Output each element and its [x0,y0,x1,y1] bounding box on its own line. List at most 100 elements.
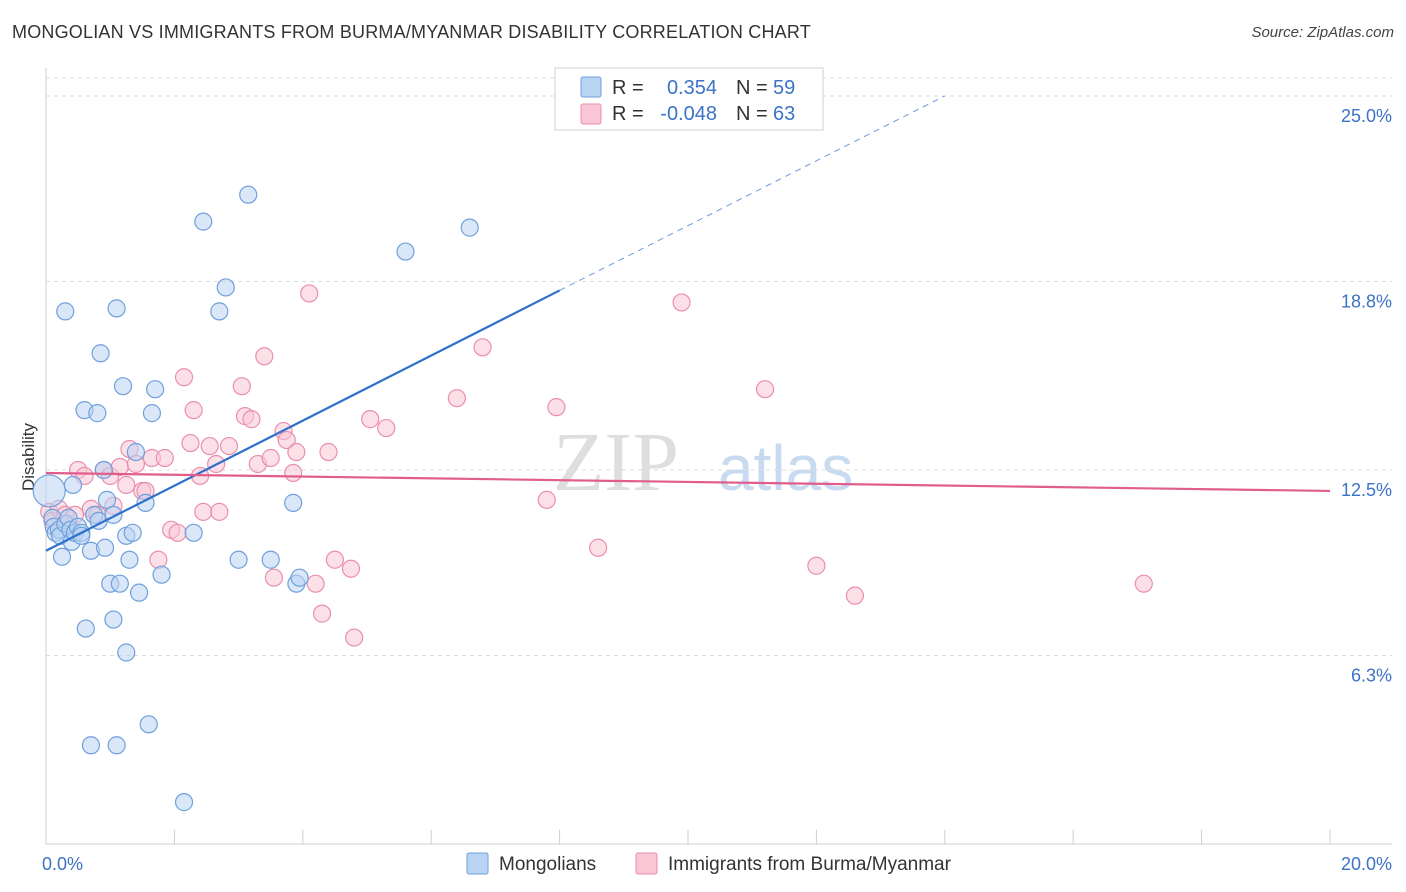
burma-trend-line [45,471,1331,493]
legend-n-value-1: 59 [773,77,795,99]
burma-point [149,550,168,569]
burma-point [345,628,364,647]
burma-point [341,559,361,578]
mongolian-point [32,474,66,508]
mongolian-point [88,404,107,423]
legend-n-value-2: 63 [773,103,795,125]
mongolian-point [52,547,72,566]
burma-point [377,418,396,438]
burma-point [232,377,251,396]
burma-point [361,410,380,429]
source-label: Source: ZipAtlas.com [1251,24,1394,41]
y-tick-label: 12.5% [1341,480,1392,500]
burma-point [168,523,187,542]
mongolian-point [123,523,142,542]
axes [45,68,1392,845]
mongolian-point [97,490,117,509]
legend-n-label-2: N = [736,103,768,125]
mongolian-point [110,574,129,593]
burma-point [589,538,608,557]
y-tick-label: 18.8% [1341,291,1392,311]
mongolian-point [152,565,171,584]
burma-point [181,433,200,453]
mongolian-point [290,568,309,587]
x-tick-label-end: 20.0% [1341,854,1392,874]
burma-point [264,568,284,587]
y-tick-labels: 6.3% 12.5% 18.8% 25.0% [1341,106,1392,686]
mongolian-point [120,550,139,569]
mongolian-point [56,302,75,321]
burma-point [277,430,296,450]
burma-point [219,436,239,456]
burma-point [473,338,492,357]
series-legend: Mongolians Immigrants from Burma/Myanmar [466,852,952,875]
burma-point [1134,574,1153,593]
mongolian-point [194,212,213,231]
burma-point [672,293,691,312]
burma-point [755,380,775,399]
y-axis-label: Disability [19,422,38,491]
mongolian-point [261,550,280,569]
series-mongolians-points [32,185,479,812]
mongolian-point [107,299,126,318]
mongolians-trend-line [45,289,561,552]
watermark-atlas: atlas [718,432,853,504]
mongolian-point [76,619,95,638]
y-tick-label: 6.3% [1351,665,1392,685]
burma-point [306,574,325,593]
burma-point [547,398,566,417]
burma-point [184,401,203,420]
mongolians-trend-extension [559,95,946,291]
mongolian-point [95,538,115,557]
burma-point [200,436,219,456]
x-tick-labels: 0.0% 20.0% [42,854,1392,874]
burma-point [117,475,136,495]
mongolian-point [460,218,479,237]
legend-r-label-2: R = [612,103,644,125]
legend-swatch-mongolians [580,76,602,98]
trend-lines [45,95,1331,552]
bottom-legend-label-burma: Immigrants from Burma/Myanmar [668,854,952,875]
mongolian-point [184,523,203,542]
burma-point [194,502,213,521]
mongolian-point [210,302,229,321]
burma-point [155,448,174,468]
mongolian-point [139,715,158,734]
legend-n-label-1: N = [736,77,768,99]
burma-point [174,368,194,387]
mongolian-point [126,442,145,462]
mongolian-point [239,185,258,204]
burma-point [300,284,319,303]
burma-point [319,442,338,462]
mongolian-point [129,583,149,602]
bottom-legend-swatch-burma [635,852,658,875]
burma-point [255,347,274,366]
legend-r-value-2: -0.048 [660,103,717,125]
mongolian-point [63,475,83,495]
burma-point [312,604,332,623]
bottom-legend-swatch-mongolians [466,852,489,875]
burma-point [242,410,261,429]
mongolian-point [146,380,165,399]
mongolian-point [396,242,415,261]
mongolian-point [229,550,248,569]
mongolian-point [94,460,113,480]
bottom-legend-label-mongolians: Mongolians [499,854,596,875]
burma-point [325,550,344,569]
y-tick-label: 25.0% [1341,106,1392,126]
burma-point [807,556,826,575]
mongolian-point [142,404,162,423]
burma-point [537,490,556,509]
mongolian-point [91,344,110,363]
watermark-zip: ZIP [553,416,679,509]
x-tick-label-start: 0.0% [42,854,83,874]
burma-point [447,389,466,408]
legend-r-value-1: 0.354 [667,77,717,99]
mongolian-point [216,278,235,297]
mongolian-point [284,493,303,512]
mongolian-point [113,377,133,396]
burma-point [261,448,280,468]
burma-point [210,502,229,521]
mongolian-point [81,736,101,755]
